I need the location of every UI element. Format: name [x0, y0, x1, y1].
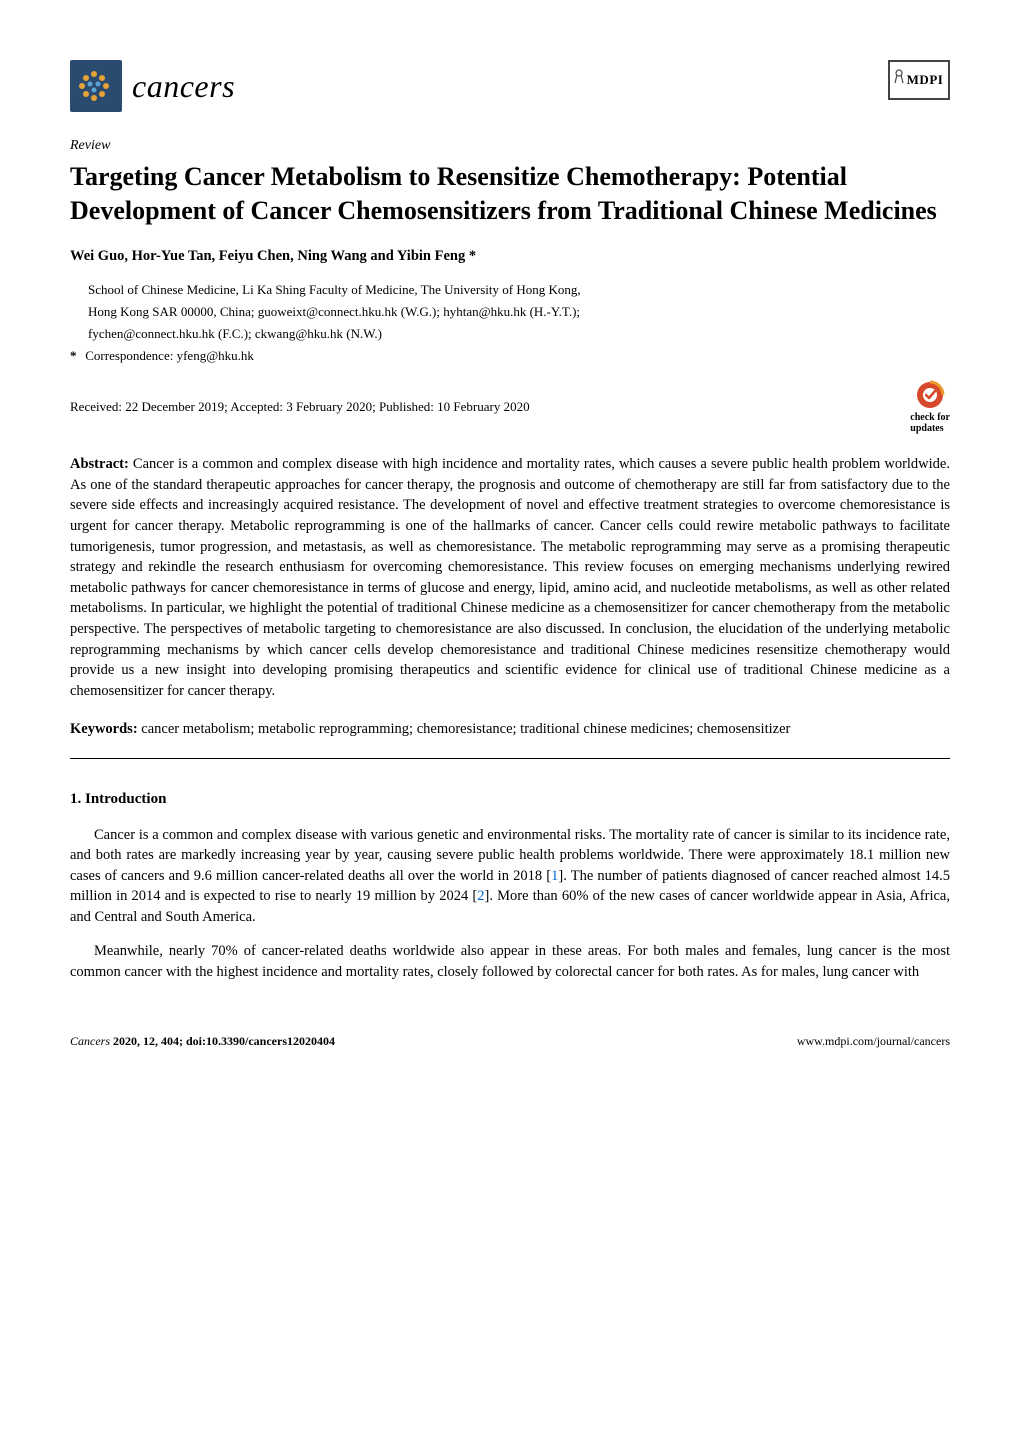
page-header: cancers MDPI [70, 60, 950, 112]
body-paragraph: Cancer is a common and complex disease w… [70, 825, 950, 928]
check-updates-text: updates [910, 423, 943, 434]
section-heading-introduction: 1. Introduction [70, 789, 950, 811]
footer-journal-abbrev: Cancers [70, 1034, 110, 1048]
check-updates-icon [915, 380, 945, 410]
keywords-block: Keywords: cancer metabolism; metabolic r… [70, 719, 950, 740]
article-title: Targeting Cancer Metabolism to Resensiti… [70, 160, 950, 228]
footer-citation: Cancers 2020, 12, 404; doi:10.3390/cance… [70, 1033, 335, 1050]
section-divider [70, 758, 950, 759]
publisher-logo-text: MDPI [907, 71, 944, 90]
footer-url[interactable]: www.mdpi.com/journal/cancers [797, 1033, 950, 1050]
correspondence-line: * Correspondence: yfeng@hku.hk [70, 347, 950, 366]
dates-row: Received: 22 December 2019; Accepted: 3 … [70, 380, 950, 434]
authors-line: Wei Guo, Hor-Yue Tan, Feiyu Chen, Ning W… [70, 246, 950, 267]
footer-year-vol: 2020, 12, 404; doi:10.3390/cancers120204… [110, 1034, 335, 1048]
abstract-label: Abstract: [70, 456, 129, 472]
article-type: Review [70, 136, 950, 156]
check-for-updates-badge[interactable]: check for updates [910, 380, 950, 434]
correspondence-star: * [70, 347, 82, 366]
journal-logo-icon [70, 60, 122, 112]
keywords-label: Keywords: [70, 721, 138, 737]
abstract-block: Abstract: Cancer is a common and complex… [70, 454, 950, 701]
journal-logo-block: cancers [70, 60, 235, 112]
keywords-text: cancer metabolism; metabolic reprogrammi… [138, 721, 791, 737]
body-paragraph: Meanwhile, nearly 70% of cancer-related … [70, 941, 950, 982]
check-updates-text: check for [910, 412, 950, 423]
affiliation-line: fychen@connect.hku.hk (F.C.); ckwang@hku… [70, 325, 950, 343]
publisher-logo: MDPI [888, 60, 950, 100]
article-dates: Received: 22 December 2019; Accepted: 3 … [70, 398, 530, 417]
affiliation-line: Hong Kong SAR 00000, China; guoweixt@con… [70, 303, 950, 321]
affiliation-line: School of Chinese Medicine, Li Ka Shing … [70, 281, 950, 299]
correspondence-email: yfeng@hku.hk [177, 348, 254, 363]
page-footer: Cancers 2020, 12, 404; doi:10.3390/cance… [70, 1033, 950, 1050]
correspondence-label: Correspondence: [85, 348, 176, 363]
abstract-text: Cancer is a common and complex disease w… [70, 456, 950, 698]
journal-name: cancers [132, 63, 235, 109]
